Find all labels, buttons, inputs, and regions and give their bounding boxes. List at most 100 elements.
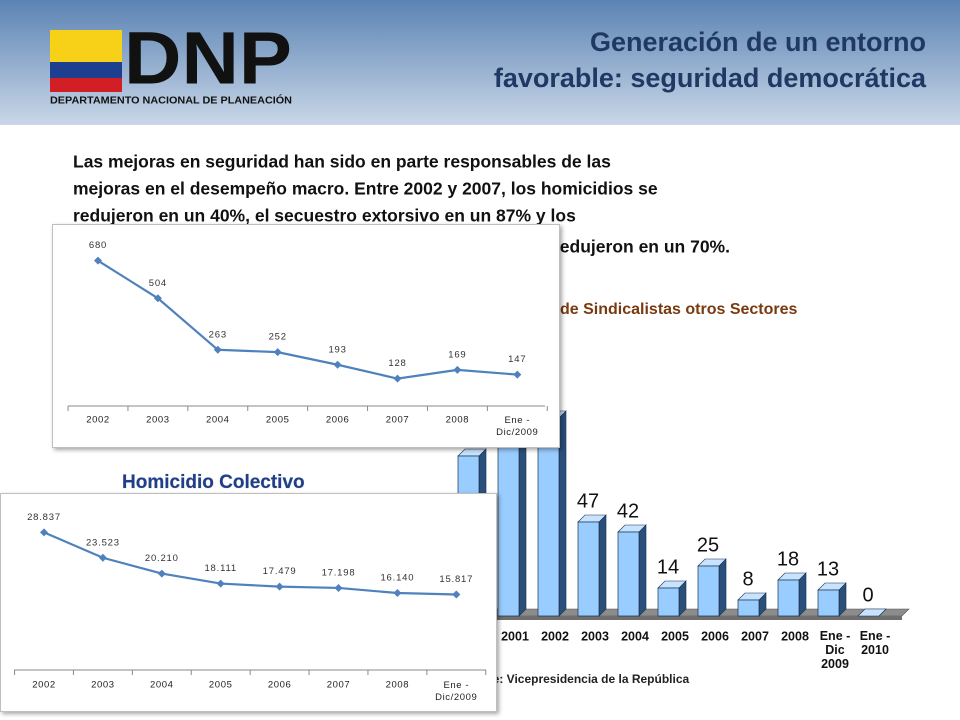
x-tick-label: 2004 [150, 680, 174, 691]
value-label: 17.198 [322, 567, 356, 578]
point [513, 370, 522, 379]
value-label: 47 [577, 490, 599, 512]
bar-side [718, 558, 727, 617]
value-label: 13 [817, 558, 839, 580]
x-tick-label: 2003 [146, 415, 170, 426]
bar-side [558, 410, 567, 617]
value-label: 16.140 [380, 573, 414, 584]
x-tick-label: 2008 [386, 680, 410, 691]
paragraph-line: redujeron en un 70%. [553, 237, 730, 257]
bar [617, 524, 647, 617]
value-label: 128 [388, 358, 406, 369]
bar-front [737, 599, 760, 617]
x-tick-label: 2002 [32, 680, 56, 691]
point [334, 583, 343, 592]
value-label: 28.837 [27, 512, 61, 523]
x-tick-label: 2002 [86, 415, 110, 426]
flag-red [50, 78, 122, 92]
bar [817, 582, 847, 617]
value-label: 263 [209, 329, 227, 340]
value-label: 193 [328, 344, 346, 355]
floor-front [432, 616, 902, 620]
point [452, 590, 461, 599]
x-tick-label: 2006 [701, 629, 729, 643]
bar-front [577, 521, 600, 617]
bar-front [817, 589, 840, 617]
paragraph: Las mejoras en seguridad han sido en par… [73, 152, 730, 257]
chart-title: de Sindicalistas otros Sectores [560, 301, 798, 318]
logo-text: DNP [124, 17, 292, 100]
overlay-label: Homicidio Colectivo [122, 472, 305, 493]
x-tick-label: 2004 [206, 415, 230, 426]
value-label: 17.479 [263, 566, 297, 577]
flag-yellow [50, 30, 122, 62]
bar-front [697, 565, 720, 617]
point [213, 345, 222, 354]
title-line: favorable: seguridad democrática [494, 63, 927, 93]
x-tick-label: 2003 [91, 680, 115, 691]
point [40, 528, 48, 537]
paragraph-line: redujeron en un 40%, el secuestro extors… [73, 206, 576, 226]
line-chart: 680 2002 504 2003 263 2004 252 2005 193 2006 128 20… [52, 224, 560, 448]
line-chart: 28.837 2002 23.523 2003 20.210 2004 18.111 2005… [0, 493, 497, 712]
footnote: Fuente: Vicepresidencia de la República [460, 672, 690, 686]
bar-front [657, 587, 680, 617]
x-tick-label: 2006 [268, 680, 292, 691]
x-tick-label: Ene -Dic 2009 [820, 629, 851, 671]
bar [697, 558, 727, 617]
line [43, 531, 457, 596]
bar [737, 592, 767, 617]
x-tick-label: 2007 [327, 680, 351, 691]
bar [537, 410, 567, 617]
value-label: 680 [89, 240, 107, 251]
point [98, 553, 107, 562]
x-tick-label: Ene -2010 [860, 629, 891, 657]
bar [577, 514, 607, 617]
chart-box [0, 493, 497, 712]
value-label: 42 [617, 500, 639, 522]
value-label: 169 [448, 349, 466, 360]
header-band [0, 0, 960, 125]
point [275, 582, 284, 591]
x-tick-label: 2004 [621, 629, 649, 643]
bar-front [617, 531, 640, 617]
point [333, 360, 342, 369]
point [393, 588, 402, 597]
bar-side [638, 524, 647, 617]
logo-caption: DEPARTAMENTO NACIONAL DE PLANEACIÓN [50, 94, 292, 107]
flag-blue [50, 62, 122, 78]
point [216, 579, 225, 588]
x-tick-label: 2008 [446, 415, 470, 426]
bar-front [777, 579, 800, 617]
point [453, 365, 462, 374]
bar [777, 572, 807, 617]
bar-side [798, 572, 807, 617]
x-tick-label: 2007 [741, 629, 769, 643]
point [273, 348, 282, 357]
line [97, 259, 518, 380]
x-tick-label: 2001 [501, 629, 529, 643]
title-line: Generación de un entorno [590, 27, 926, 57]
x-tick-label: 2005 [266, 415, 290, 426]
value-label: 0 [862, 584, 873, 606]
x-tick-label: Ene -Dic/2009 [496, 415, 538, 438]
paragraph-line: mejoras en el desempeño macro. Entre 200… [73, 179, 658, 199]
point [94, 256, 102, 265]
value-label: 18 [777, 548, 799, 570]
x-tick-label: 2005 [661, 629, 689, 643]
point [157, 569, 166, 578]
point [393, 374, 402, 383]
value-label: 15.817 [439, 574, 473, 585]
value-label: 25 [697, 534, 719, 556]
value-label: 14 [657, 556, 679, 578]
value-label: 23.523 [86, 537, 120, 548]
value-label: 18.111 [204, 563, 236, 574]
x-tick-label: Ene -Dic/2009 [435, 680, 477, 703]
bar-side [598, 514, 607, 617]
x-tick-label: 2003 [581, 629, 609, 643]
value-label: 252 [269, 332, 287, 343]
point [153, 294, 162, 303]
bar [657, 580, 687, 617]
x-tick-label: 2008 [781, 629, 809, 643]
